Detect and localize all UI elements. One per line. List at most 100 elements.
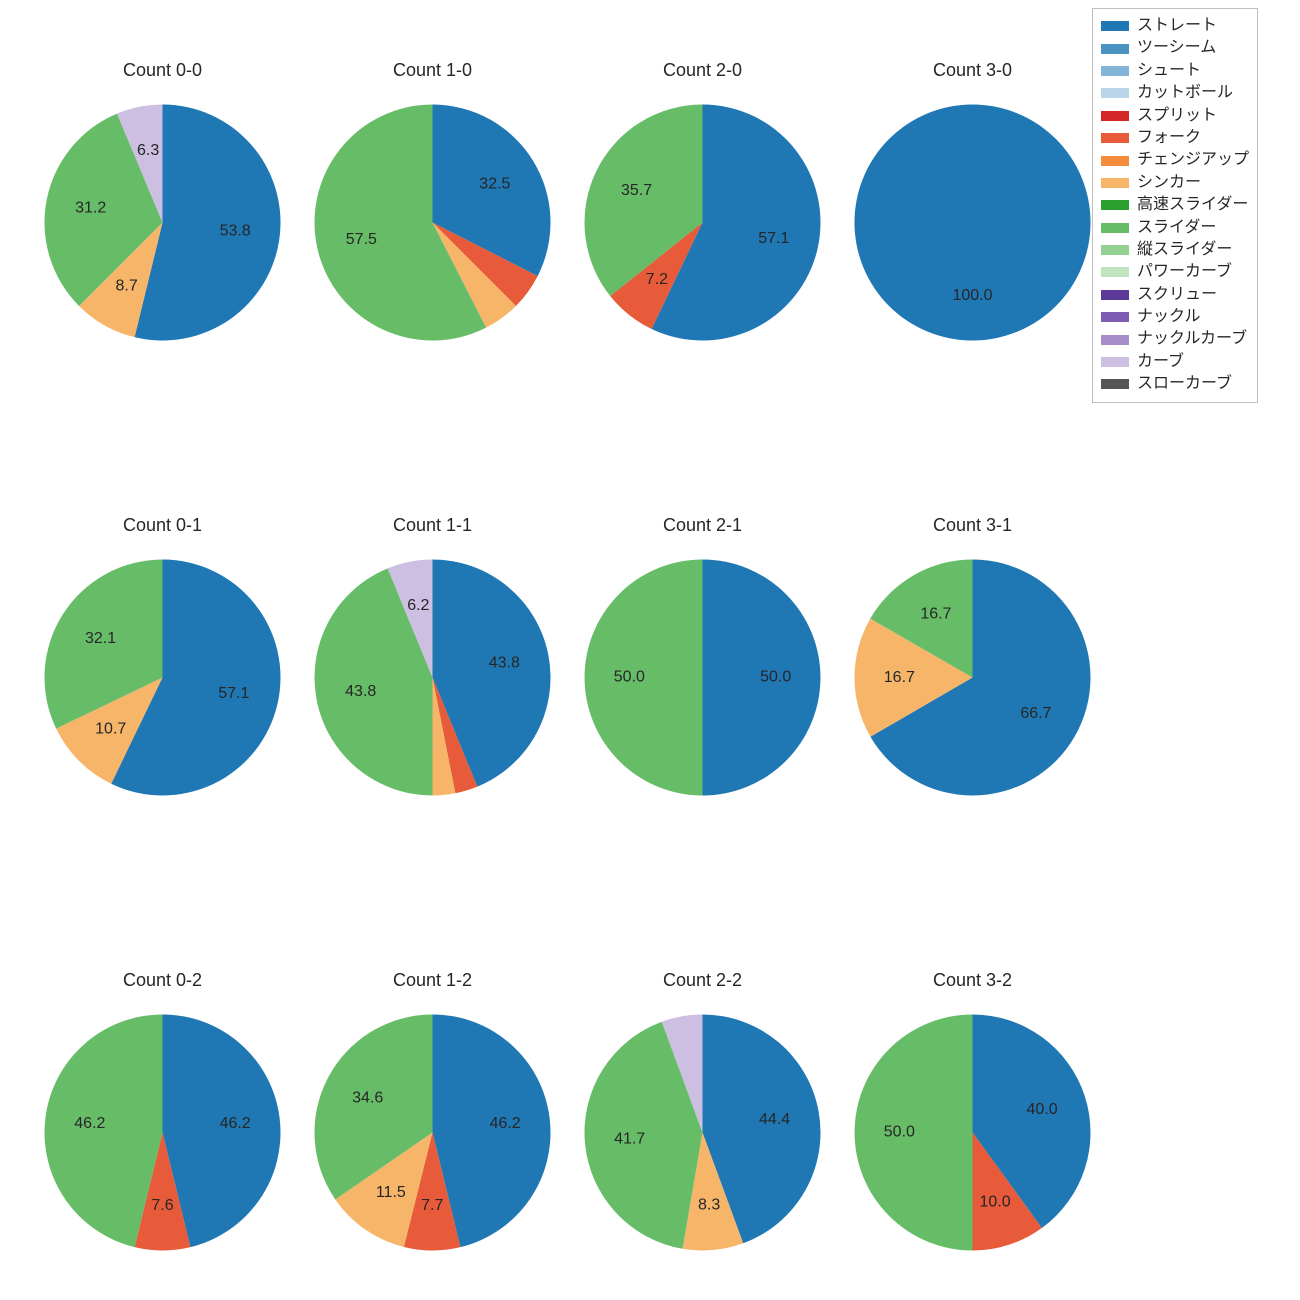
legend-item: パワーカーブ (1101, 261, 1249, 283)
pie-slice-label: 11.5 (376, 1184, 406, 1201)
legend-swatch (1101, 267, 1129, 277)
pie-chart: Count 1-032.557.5 (310, 60, 555, 360)
pie-body: 50.050.0 (580, 555, 825, 800)
pie-title: Count 0-2 (40, 970, 285, 991)
pie-chart: Count 0-2 46.2 7.6 46.2 (40, 970, 285, 1270)
legend-label: ナックル (1137, 306, 1201, 328)
pie-slice-label: 44.4 (759, 1111, 790, 1128)
pie-slice-label: 6.3 (137, 142, 159, 159)
pie-body: 46.2 7.6 46.2 (40, 1010, 285, 1255)
pie-chart: Count 1-246.27.711.534.6 (310, 970, 555, 1270)
legend-item: 高速スライダー (1101, 194, 1249, 216)
pie-slice-label: 35.7 (621, 182, 652, 199)
legend-label: シュート (1137, 60, 1201, 82)
pie-slice-label: 8.3 (698, 1197, 720, 1214)
pie-slice-label: 8.7 (116, 277, 138, 294)
legend-item: ナックル (1101, 306, 1249, 328)
legend-label: パワーカーブ (1137, 261, 1232, 283)
legend-swatch (1101, 245, 1129, 255)
pie-body: 100.0 (850, 100, 1095, 345)
pie-slice-label: 53.8 (220, 222, 251, 239)
legend-item: シンカー (1101, 172, 1249, 194)
pie-title: Count 3-1 (850, 515, 1095, 536)
pie-slice-label: 46.2 (220, 1115, 251, 1132)
legend-label: スクリュー (1137, 284, 1217, 306)
pie-title: Count 0-1 (40, 515, 285, 536)
legend-swatch (1101, 21, 1129, 31)
pie-slice-label: 31.2 (75, 200, 106, 217)
legend-item: カーブ (1101, 351, 1249, 373)
legend-swatch (1101, 357, 1129, 367)
pie-chart: Count 3-1 66.716.716.7 (850, 515, 1095, 815)
pie-title: Count 2-1 (580, 515, 825, 536)
legend-label: ナックルカーブ (1137, 328, 1247, 350)
legend-label: ツーシーム (1137, 37, 1216, 59)
pie-title: Count 1-1 (310, 515, 555, 536)
legend-label: 高速スライダー (1137, 194, 1248, 216)
pie-slice-label: 7.6 (151, 1197, 173, 1214)
pie-slice-label: 10.7 (95, 720, 126, 737)
legend-label: スライダー (1137, 217, 1216, 239)
legend-swatch (1101, 200, 1129, 210)
pie-slice-label: 50.0 (614, 669, 645, 686)
legend: ストレートツーシームシュートカットボールスプリットフォークチェンジアップシンカー… (1092, 8, 1258, 403)
legend-label: 縦スライダー (1137, 239, 1232, 261)
pie-slice-label: 41.7 (614, 1130, 645, 1147)
pie-body: 44.4 8.3 41.7 (580, 1010, 825, 1255)
legend-item: フォーク (1101, 127, 1249, 149)
pie-slice-label: 46.2 (74, 1115, 105, 1132)
legend-item: ツーシーム (1101, 37, 1249, 59)
pie-title: Count 2-0 (580, 60, 825, 81)
pie-slice-label: 50.0 (884, 1124, 915, 1141)
legend-swatch (1101, 156, 1129, 166)
pie-title: Count 0-0 (40, 60, 285, 81)
pie-slice-label: 34.6 (352, 1090, 383, 1107)
pie-slice-label: 6.2 (407, 597, 429, 614)
legend-label: フォーク (1137, 127, 1201, 149)
legend-swatch (1101, 88, 1129, 98)
pie-chart: Count 3-0100.0 (850, 60, 1095, 360)
chart-canvas: Count 0-0 53.8 8.7 31.2 6.3 Count 1-032.557.5… (0, 0, 1300, 1300)
pie-slice-label: 43.8 (489, 655, 520, 672)
legend-swatch (1101, 223, 1129, 233)
legend-swatch (1101, 379, 1129, 389)
pie-slice (854, 104, 1090, 340)
legend-swatch (1101, 178, 1129, 188)
pie-slice-label: 46.2 (490, 1115, 521, 1132)
pie-slice-label: 57.1 (758, 230, 789, 247)
pie-chart: Count 2-0 57.1 7.2 35.7 (580, 60, 825, 360)
pie-slice-label: 57.5 (346, 231, 377, 248)
legend-item: ナックルカーブ (1101, 328, 1249, 350)
legend-item: チェンジアップ (1101, 149, 1249, 171)
pie-chart: Count 0-0 53.8 8.7 31.2 6.3 (40, 60, 285, 360)
pie-slice-label: 57.1 (218, 685, 249, 702)
legend-item: スライダー (1101, 217, 1249, 239)
pie-slice-label: 7.7 (421, 1197, 443, 1214)
legend-label: スプリット (1137, 105, 1217, 127)
pie-slice-label: 7.2 (646, 271, 668, 288)
legend-label: カットボール (1137, 82, 1233, 104)
pie-slice-label: 10.0 (980, 1193, 1011, 1210)
pie-body: 53.8 8.7 31.2 6.3 (40, 100, 285, 345)
legend-item: スプリット (1101, 105, 1249, 127)
legend-item: スローカーブ (1101, 373, 1249, 395)
pie-body: 66.716.716.7 (850, 555, 1095, 800)
pie-body: 32.557.5 (310, 100, 555, 345)
pie-chart: Count 1-143.843.86.2 (310, 515, 555, 815)
legend-label: チェンジアップ (1137, 149, 1249, 171)
legend-swatch (1101, 335, 1129, 345)
pie-chart: Count 0-1 57.1 10.7 32.1 (40, 515, 285, 815)
legend-label: スローカーブ (1137, 373, 1232, 395)
pie-slice-label: 16.7 (884, 669, 915, 686)
legend-swatch (1101, 111, 1129, 121)
legend-item: ストレート (1101, 15, 1249, 37)
pie-slice-label: 40.0 (1027, 1101, 1058, 1118)
legend-label: カーブ (1137, 351, 1184, 373)
legend-item: スクリュー (1101, 284, 1249, 306)
pie-slice-label: 32.1 (85, 630, 116, 647)
pie-body: 57.1 7.2 35.7 (580, 100, 825, 345)
legend-swatch (1101, 133, 1129, 143)
legend-label: シンカー (1137, 172, 1201, 194)
pie-body: 43.843.86.2 (310, 555, 555, 800)
legend-item: シュート (1101, 60, 1249, 82)
